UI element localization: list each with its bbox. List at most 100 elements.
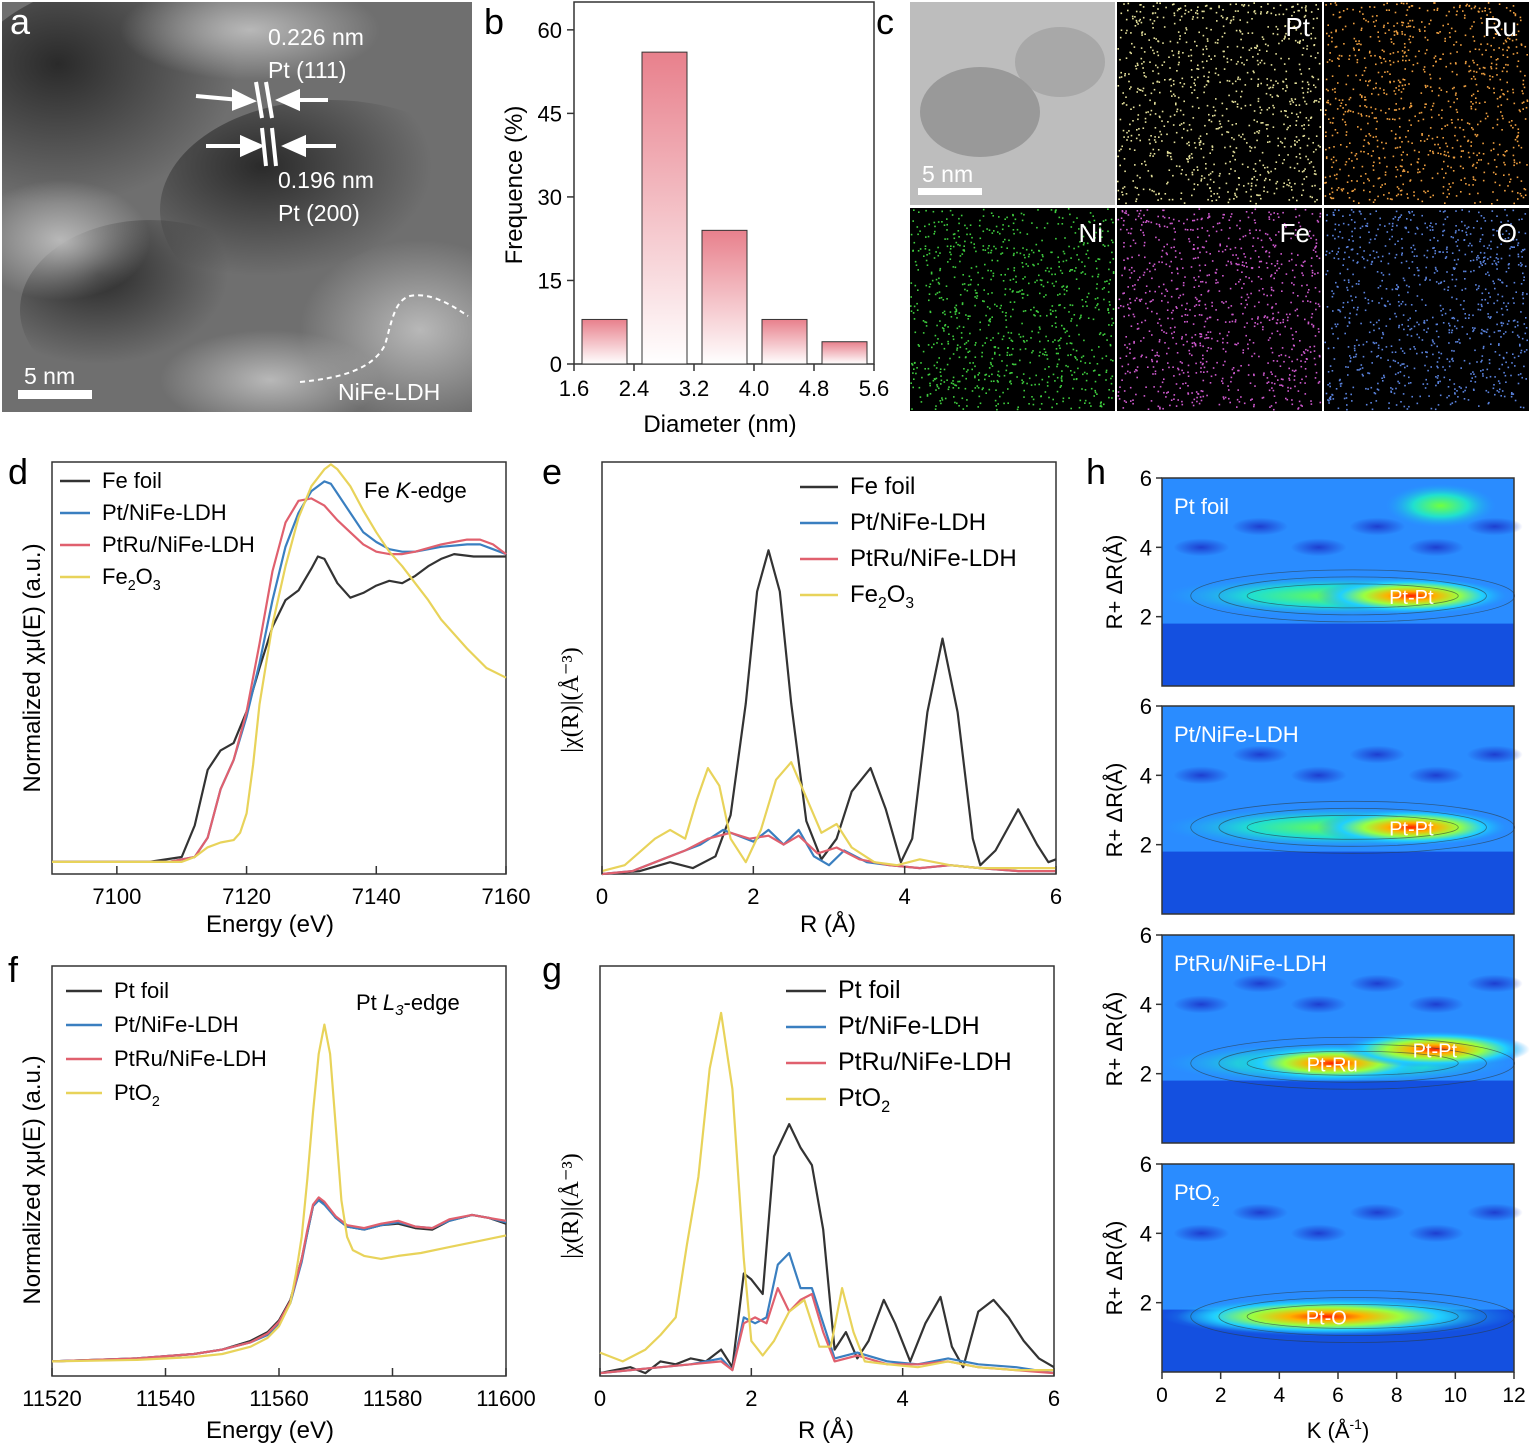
map-dot (925, 259, 928, 262)
map-dot (1029, 361, 1031, 364)
map-dot (1486, 43, 1489, 45)
map-dot (1013, 247, 1015, 250)
wavelet-cool-spot (1290, 1224, 1347, 1243)
map-dot (1503, 93, 1505, 96)
map-dot (998, 375, 1001, 378)
map-dot (1203, 10, 1205, 13)
map-dot (1134, 284, 1136, 286)
map-dot (1173, 398, 1175, 400)
map-dot (1338, 58, 1340, 60)
map-dot (1498, 344, 1500, 346)
map-dot (988, 245, 990, 247)
map-dot (1291, 369, 1294, 372)
map-dot (1435, 384, 1437, 387)
map-dot (927, 344, 930, 346)
map-dot (1402, 169, 1405, 171)
map-dot (1099, 332, 1102, 334)
map-dot (1033, 306, 1035, 309)
map-dot (1401, 323, 1403, 326)
map-dot (1234, 192, 1236, 195)
map-dot (1328, 400, 1330, 402)
map-dot (1472, 314, 1474, 317)
map-dot (1174, 256, 1177, 258)
map-dot (998, 216, 1000, 218)
map-dot (1388, 252, 1391, 255)
map-dot (1054, 322, 1057, 324)
map-dot (1394, 373, 1397, 376)
map-dot (1329, 385, 1331, 388)
map-dot (1129, 298, 1131, 300)
map-dot (1270, 213, 1272, 216)
map-dot (1222, 396, 1225, 398)
map-dot (1460, 387, 1462, 389)
map-dot (1496, 389, 1499, 392)
map-dot (1444, 257, 1447, 259)
map-dot (1305, 9, 1307, 11)
map-dot (1497, 58, 1499, 60)
map-dot (1052, 341, 1054, 343)
map-dot (1266, 78, 1268, 80)
map-dot (1473, 70, 1475, 73)
x-tick-label-h: 8 (1391, 1384, 1403, 1407)
map-dot (1368, 241, 1371, 244)
map-dot (1249, 104, 1252, 106)
map-dot (943, 347, 946, 350)
map-dot (1213, 114, 1216, 117)
map-dot (1166, 226, 1169, 228)
map-dot (1051, 406, 1053, 409)
map-dot (1038, 355, 1041, 357)
map-dot (1362, 343, 1365, 346)
map-dot (1070, 320, 1072, 322)
map-dot (1130, 52, 1132, 55)
map-dot (1243, 253, 1245, 255)
map-dot (1451, 317, 1453, 319)
map-dot (1006, 364, 1008, 367)
map-dot (1401, 350, 1404, 352)
map-dot (1430, 407, 1433, 410)
map-dot (1037, 263, 1039, 265)
map-dot (1257, 97, 1260, 100)
map-dot (1446, 216, 1449, 218)
map-dot (981, 355, 983, 358)
map-dot (1090, 405, 1092, 407)
map-dot (1498, 184, 1501, 187)
map-dot (1294, 39, 1297, 42)
map-dot (1136, 187, 1138, 189)
map-dot (1377, 36, 1380, 38)
wavelet-frame (1161, 705, 1515, 915)
map-dot (1230, 168, 1232, 170)
map-dot (1056, 363, 1059, 366)
map-dot (1085, 253, 1088, 255)
map-dot (1447, 151, 1449, 154)
map-dot (1222, 302, 1225, 304)
map-dot (1367, 141, 1370, 144)
wavelet-panel-title: Pt foil (1174, 494, 1229, 519)
map-dot (1234, 343, 1236, 346)
map-dot (1274, 272, 1276, 274)
map-dot (1424, 279, 1426, 281)
map-dot (1284, 325, 1286, 328)
map-dot (1404, 46, 1406, 49)
map-dot (1127, 370, 1129, 373)
map-dot (1353, 356, 1355, 358)
map-dot (1298, 63, 1301, 66)
map-dot (1478, 159, 1480, 161)
map-dot (1360, 6, 1363, 9)
map-dot (1149, 142, 1151, 145)
map-dot (1226, 17, 1229, 19)
map-dot (946, 218, 948, 220)
map-dot (1268, 107, 1270, 109)
legend-label: PtO2 (838, 1084, 890, 1116)
map-dot (1401, 252, 1403, 254)
map-dot (1045, 294, 1047, 296)
map-dot (1418, 269, 1420, 272)
map-dot (1229, 227, 1231, 229)
map-dot (1227, 120, 1230, 122)
map-dot (1517, 244, 1519, 247)
map-dot (1370, 155, 1373, 157)
map-dot (1134, 25, 1137, 27)
map-dot (1370, 106, 1372, 109)
map-dot (1103, 333, 1106, 335)
map-dot (974, 344, 976, 346)
map-dot (1130, 32, 1132, 34)
